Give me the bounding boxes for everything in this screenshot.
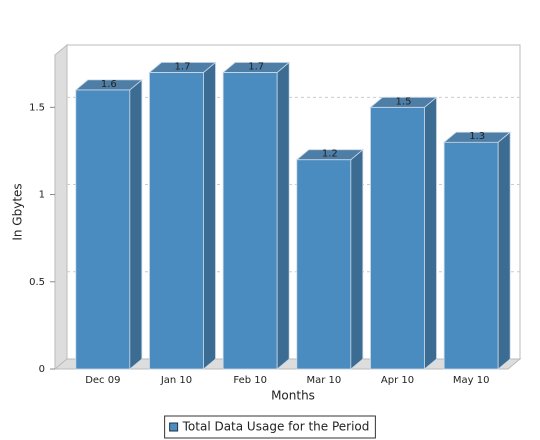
- y-tick-label: 0.5: [29, 277, 45, 288]
- legend: Total Data Usage for the Period: [164, 415, 376, 439]
- legend-box: [164, 415, 376, 439]
- bar: [148, 61, 217, 370]
- bar-side: [276, 61, 290, 370]
- data-label: 1.6: [101, 79, 117, 90]
- x-tick-label: Feb 10: [233, 375, 267, 386]
- bar: [295, 148, 364, 370]
- x-tick-label: Jan 10: [160, 375, 192, 386]
- bar-side: [203, 61, 216, 370]
- bar-top: [74, 79, 143, 91]
- data-label: 1.7: [175, 61, 191, 72]
- bar-side: [424, 96, 437, 370]
- x-tick-label: Apr 10: [381, 375, 414, 386]
- bar-top: [148, 62, 217, 73]
- bar: [369, 96, 438, 370]
- x-axis-title: Months: [271, 389, 315, 403]
- data-label: 1.5: [396, 96, 412, 107]
- data-label: 1.2: [322, 149, 338, 160]
- bar: [222, 61, 291, 370]
- x-tick-label: May 10: [453, 375, 490, 386]
- bar: [443, 131, 512, 370]
- bar-side: [350, 148, 364, 370]
- bar-front: [443, 141, 499, 370]
- bar-top: [443, 131, 512, 143]
- y-tick-label: 1.5: [29, 102, 45, 113]
- bar-top: [295, 149, 364, 161]
- bar-top: [222, 62, 291, 73]
- data-label: 1.3: [469, 131, 485, 142]
- legend-label: Total Data Usage for the Period: [182, 420, 370, 434]
- x-tick-label: Dec 09: [85, 375, 120, 386]
- bar-front: [370, 106, 425, 370]
- bar-side: [497, 131, 511, 370]
- legend-swatch: [169, 422, 179, 432]
- y-tick-label: 1: [39, 190, 45, 201]
- x-tick-label: Mar 10: [306, 375, 341, 386]
- bar-front: [222, 72, 278, 370]
- bar-front: [75, 89, 131, 370]
- bar-front: [149, 72, 204, 370]
- y-tick-label: 0: [39, 364, 45, 375]
- bar-top: [369, 96, 438, 108]
- bar-side: [129, 79, 143, 370]
- data-label: 1.7: [248, 61, 264, 72]
- side-wall: [54, 43, 68, 371]
- bar-front: [296, 159, 352, 370]
- bar: [74, 79, 143, 370]
- y-axis-title: In Gbytes: [11, 183, 25, 240]
